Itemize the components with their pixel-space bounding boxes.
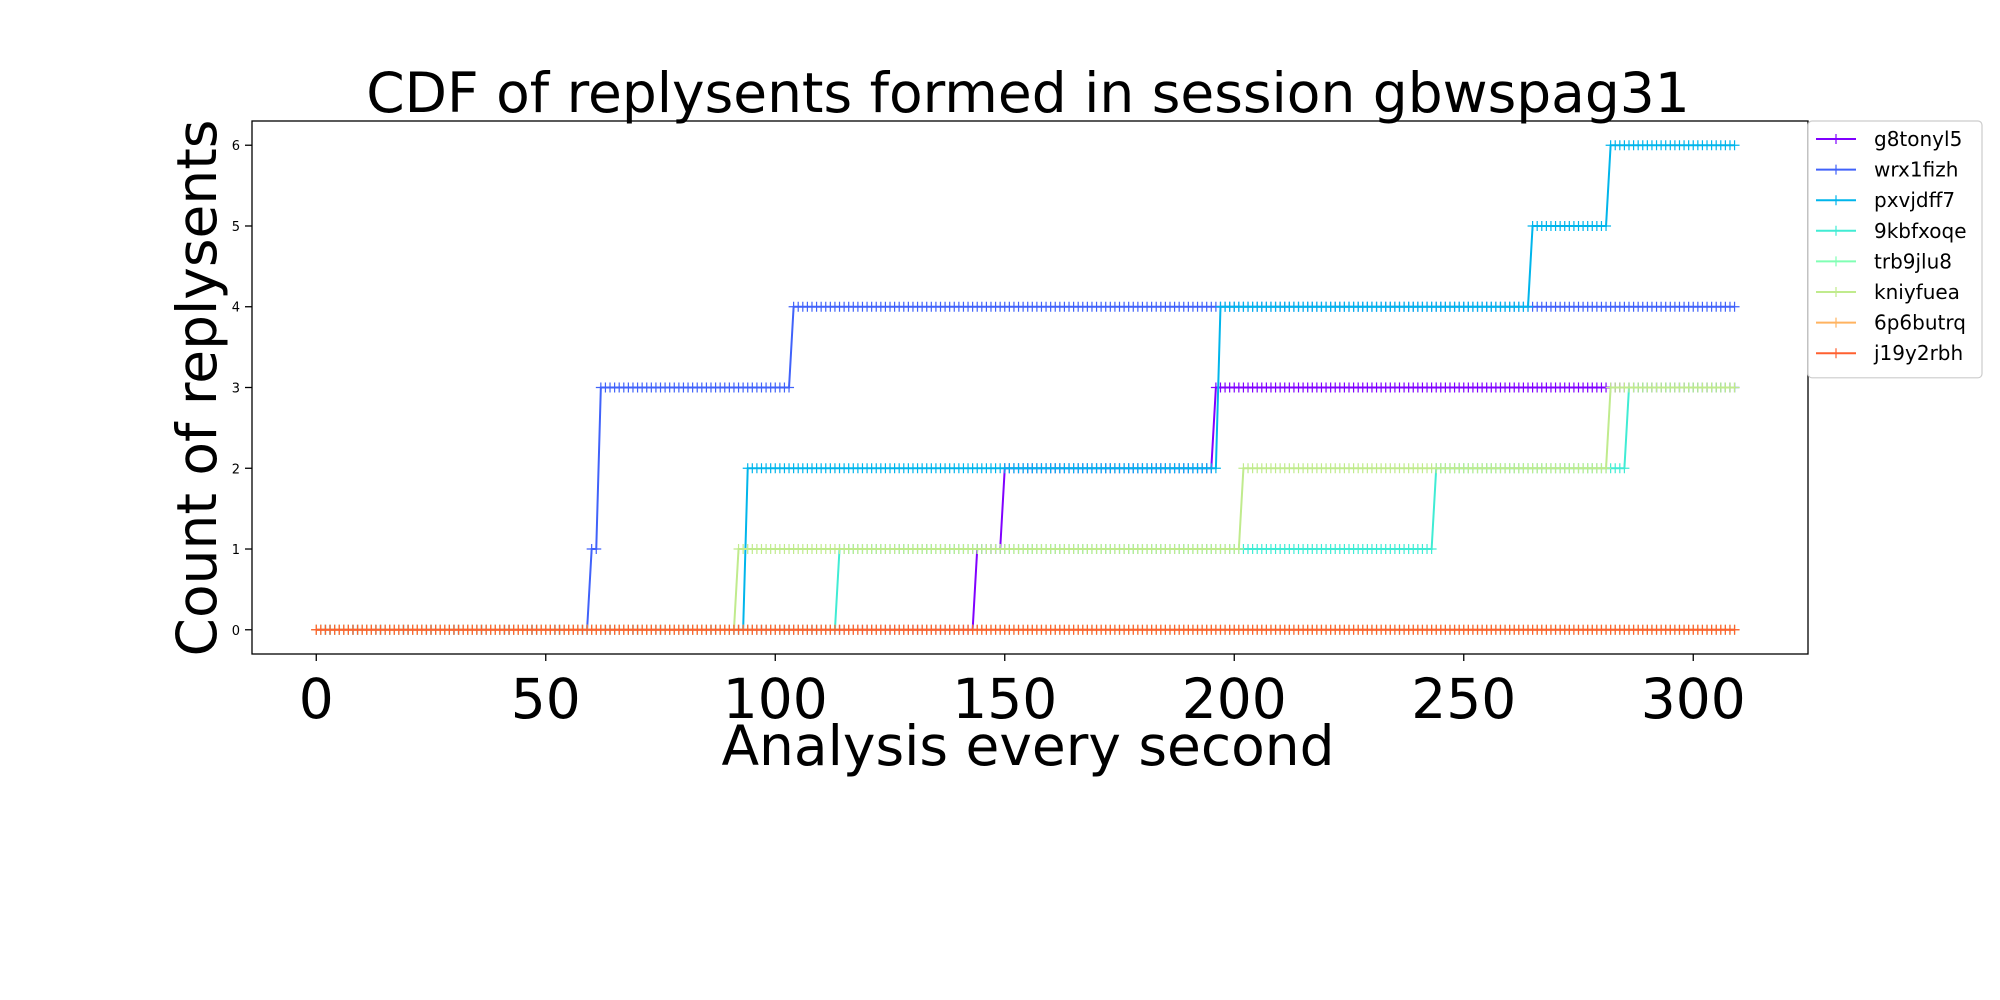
x-tick-label: 150 [952, 667, 1057, 731]
x-tick-label: 200 [1182, 667, 1287, 731]
series-markers [311, 624, 1740, 635]
legend-item-wrx1fizh: wrx1fizh [1816, 158, 1958, 182]
y-tick-label: 4 [232, 301, 240, 316]
series-markers [311, 382, 1740, 635]
legend-item-trb9jlu8: trb9jlu8 [1816, 249, 1952, 273]
series-g8tonyl5 [311, 382, 1740, 635]
series-line [316, 386, 1735, 631]
legend-label: pxvjdff7 [1874, 188, 1955, 212]
legend-marker [1831, 256, 1841, 267]
legend-marker [1831, 287, 1841, 297]
legend-label: 9kbfxoqe [1874, 219, 1967, 243]
y-tick-label: 1 [232, 543, 240, 558]
series-line [316, 386, 1735, 631]
legend-label: 6p6butrq [1874, 311, 1966, 335]
y-axis-label: Count of replysents [165, 120, 229, 657]
series-markers [311, 382, 1740, 635]
x-tick-label: 0 [299, 667, 334, 731]
legend-item-kniyfuea: kniyfuea [1816, 280, 1960, 304]
legend-item-g8tonyl5: g8tonyl5 [1816, 127, 1962, 151]
x-tick-label: 50 [511, 667, 581, 731]
y-tick-label: 0 [232, 624, 240, 639]
y-tick-label: 3 [232, 382, 240, 397]
x-tick-label: 250 [1411, 667, 1516, 731]
legend-item-9kbfxoqe: 9kbfxoqe [1816, 219, 1967, 243]
legend-marker [1831, 225, 1841, 236]
series-markers [311, 382, 1740, 635]
chart-title: CDF of replysents formed in session gbws… [366, 61, 1690, 125]
series-9kbfxoqe [311, 382, 1740, 635]
y-tick-label: 6 [232, 139, 240, 154]
y-tick-label: 5 [232, 220, 240, 235]
legend-marker [1831, 317, 1841, 328]
legend-marker [1831, 195, 1841, 206]
legend-marker [1831, 164, 1841, 175]
y-axis: 0 1 2 3 4 5 6 [232, 139, 252, 639]
legend-label: g8tonyl5 [1874, 127, 1962, 151]
legend-marker [1831, 348, 1841, 359]
x-axis-label: Analysis every second [721, 714, 1334, 778]
series-line [316, 386, 1735, 631]
x-tick-label: 100 [723, 667, 828, 731]
legend: g8tonyl5 wrx1fizh pxvjdff7 9kbfxoqe trb9jlu8… [1807, 120, 1983, 379]
x-axis: 0 50 100 150 200 250 300 [299, 654, 1746, 731]
legend-label: wrx1fizh [1874, 158, 1958, 182]
series-j19y2rbh [311, 624, 1740, 635]
plot-lines [311, 140, 1740, 635]
legend-box [1807, 120, 1983, 379]
legend-marker [1831, 134, 1841, 144]
x-tick-label: 300 [1641, 667, 1746, 731]
y-tick-label: 2 [232, 462, 240, 477]
legend-label: kniyfuea [1874, 280, 1960, 304]
legend-label: trb9jlu8 [1874, 249, 1952, 273]
series-kniyfuea [311, 382, 1740, 635]
legend-item-6p6butrq: 6p6butrq [1816, 311, 1966, 335]
legend-item-j19y2rbh: j19y2rbh [1816, 341, 1963, 365]
legend-item-pxvjdff7: pxvjdff7 [1816, 188, 1955, 212]
legend-label: j19y2rbh [1873, 341, 1963, 365]
